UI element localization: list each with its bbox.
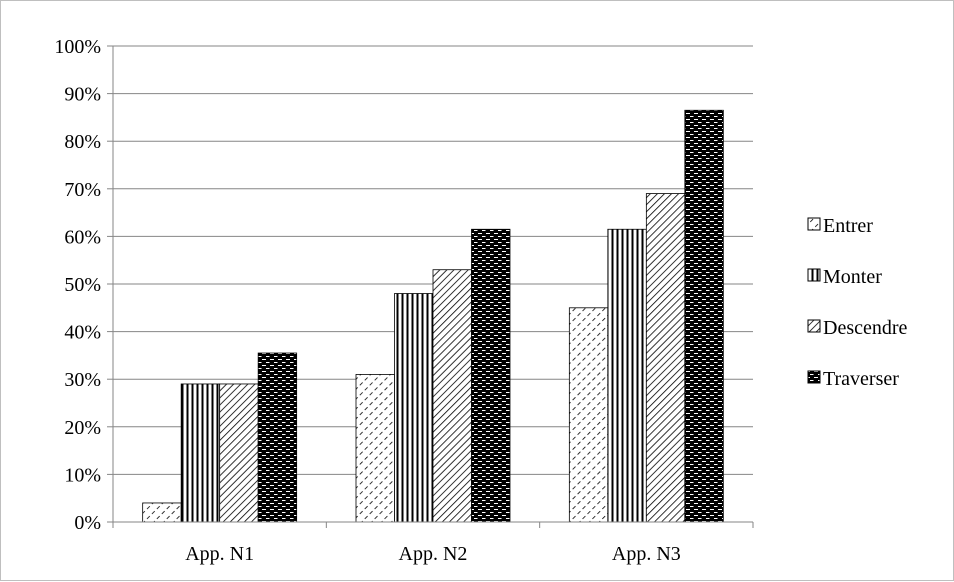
legend-swatch-descendre	[807, 319, 821, 333]
legend-swatch-traverser	[807, 370, 821, 384]
x-category-label: App. N2	[399, 543, 468, 565]
bar-descendre-2	[432, 269, 472, 523]
legend: Entrer Monter Descendre Traverser	[807, 215, 908, 390]
x-category-label: App. N1	[185, 543, 254, 565]
legend-label-descendre: Descendre	[823, 317, 908, 339]
y-tick-label: 100%	[54, 36, 101, 58]
legend-label-entrer: Entrer	[823, 215, 873, 237]
legend-label-monter: Monter	[823, 266, 882, 288]
bar-traverser-1	[257, 352, 298, 523]
y-tick-label: 80%	[64, 131, 101, 153]
bar-entrer-2	[355, 374, 395, 523]
bar-descendre-3	[645, 193, 686, 523]
y-tick-label: 10%	[64, 464, 101, 486]
y-tick-label: 40%	[64, 322, 101, 344]
bars	[142, 109, 724, 523]
bar-monter-2	[394, 293, 434, 523]
bar-monter-3	[607, 228, 647, 523]
bar-monter-1	[180, 383, 221, 523]
bar-traverser-3	[684, 109, 724, 523]
bar-entrer-3	[568, 307, 609, 523]
y-tick-label: 50%	[64, 274, 101, 296]
legend-swatch-monter	[807, 268, 821, 282]
bar-entrer-1	[142, 502, 182, 523]
x-category-label: App. N3	[612, 543, 681, 565]
legend-swatch-entrer	[807, 217, 821, 231]
y-tick-label: 30%	[64, 369, 101, 391]
y-tick-label: 0%	[74, 512, 101, 534]
bar-descendre-1	[219, 383, 259, 523]
legend-label-traverser: Traverser	[823, 368, 899, 390]
y-tick-label: 70%	[64, 179, 101, 201]
y-tick-label: 20%	[64, 417, 101, 439]
y-tick-label: 60%	[64, 226, 101, 248]
axes: 0% 10% 20% 30% 40% 50% 60% 70% 80% 90% 100% App. N1…	[54, 36, 754, 565]
y-tick-label: 90%	[64, 84, 101, 106]
bar-traverser-2	[471, 228, 511, 523]
